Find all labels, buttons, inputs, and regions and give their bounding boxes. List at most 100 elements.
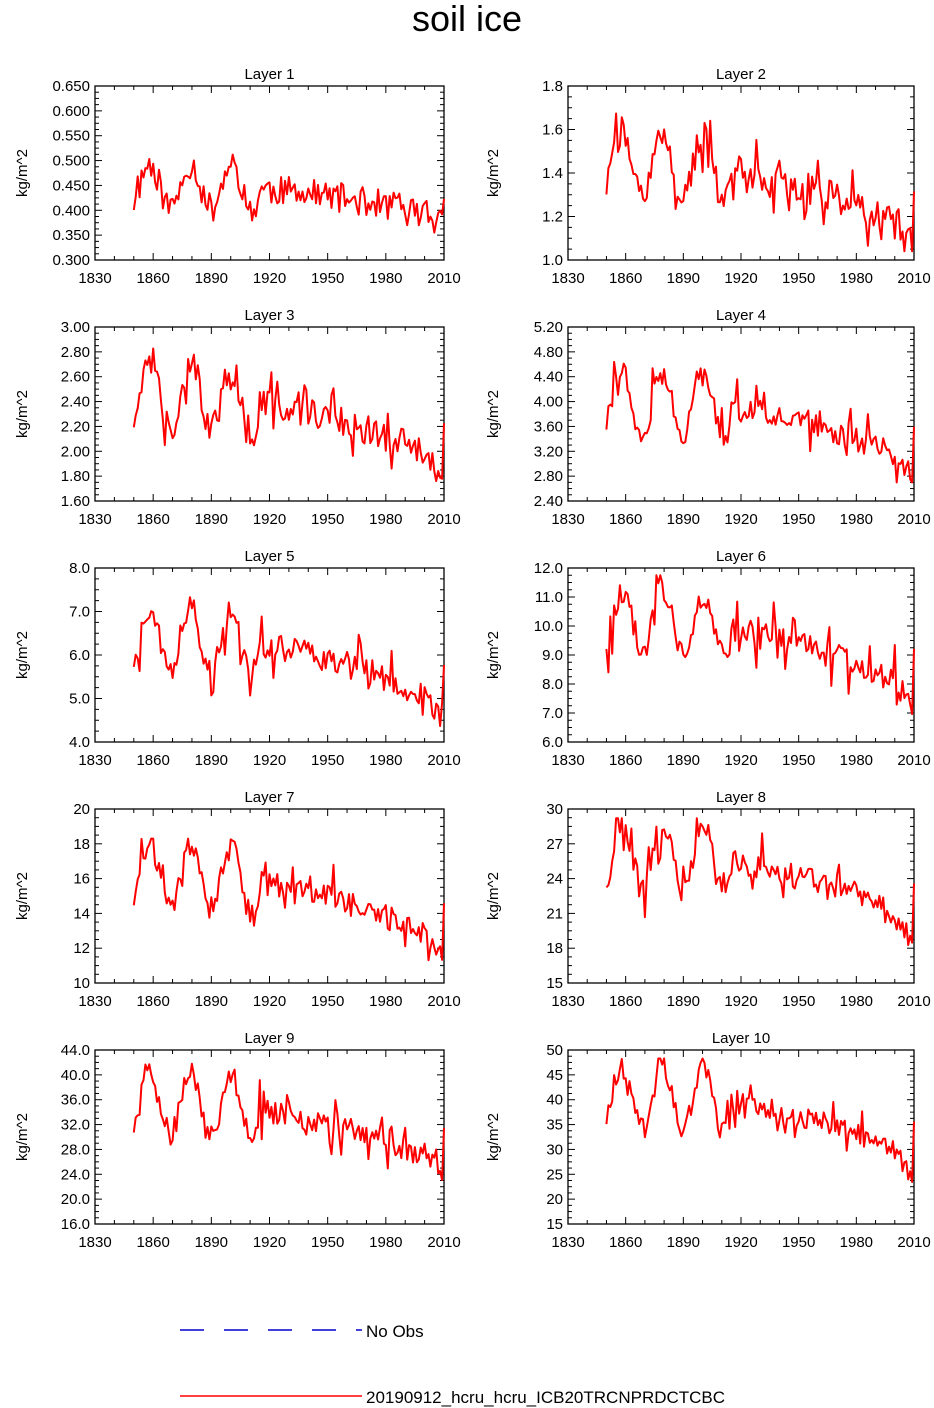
- y-tick-label: 1.60: [61, 493, 90, 510]
- x-tick-label: 2010: [427, 270, 460, 287]
- chart-panel-9: Layer 9 1830 1860 1890 1920 1950 1980 2010 16.0 2…: [14, 1030, 461, 1251]
- x-tick-label: 1890: [195, 752, 228, 769]
- y-tick-label: 0.450: [52, 177, 90, 194]
- y-tick-label: 1.2: [542, 209, 563, 226]
- series-line-model: [132, 596, 445, 727]
- x-tick-label: 1950: [782, 752, 815, 769]
- y-tick-label: 4.80: [534, 344, 563, 361]
- x-tick-label: 1830: [551, 511, 584, 528]
- x-tick-label: 1920: [724, 511, 757, 528]
- y-tick-label: 4.00: [534, 394, 563, 411]
- y-tick-label: 3.00: [61, 319, 90, 336]
- x-tick-label: 1920: [253, 270, 286, 287]
- plot-frame: [94, 326, 445, 502]
- panel-title: Layer 2: [716, 66, 766, 83]
- x-tick-label: 1980: [840, 511, 873, 528]
- y-tick-label: 50: [546, 1042, 563, 1059]
- y-tick-label: 15: [546, 1216, 563, 1233]
- x-tick-label: 1860: [136, 752, 169, 769]
- y-tick-label: 2.80: [61, 344, 90, 361]
- series-line-model: [132, 837, 445, 962]
- y-tick-label: 0.400: [52, 202, 90, 219]
- series-line-model: [132, 1062, 445, 1181]
- y-axis-label: kg/m^2: [485, 631, 502, 679]
- x-tick-label: 1830: [78, 993, 111, 1010]
- x-tick-label: 1830: [551, 752, 584, 769]
- x-tick-label: 1860: [609, 993, 642, 1010]
- x-tick-label: 1860: [609, 270, 642, 287]
- x-tick-label: 1950: [311, 270, 344, 287]
- chart-panel-1: Layer 1 1830 1860 1890 1920 1950 1980 2010 0.300…: [14, 66, 461, 287]
- x-tick-label: 1890: [667, 270, 700, 287]
- x-tick-label: 1860: [609, 511, 642, 528]
- y-tick-label: 8.0: [69, 560, 90, 577]
- x-tick-label: 2010: [897, 270, 930, 287]
- x-tick-label: 1950: [311, 511, 344, 528]
- y-tick-label: 36.0: [61, 1092, 90, 1109]
- x-tick-label: 1980: [840, 1234, 873, 1251]
- y-tick-label: 12.0: [534, 560, 563, 577]
- chart-panel-7: Layer 7 1830 1860 1890 1920 1950 1980 2010 10 12 1…: [14, 789, 461, 1010]
- y-tick-label: 27: [546, 836, 563, 853]
- panel-title: Layer 8: [716, 789, 766, 806]
- y-tick-label: 0.650: [52, 78, 90, 95]
- y-tick-label: 30: [546, 1141, 563, 1158]
- chart-panel-6: Layer 6 1830 1860 1890 1920 1950 1980 2010 6.0 7.…: [485, 548, 931, 769]
- legend-obs-label: No Obs: [366, 1322, 424, 1341]
- legend-model-label: 20190912_hcru_hcru_ICB20TRCNPRDCTCBC: [366, 1388, 726, 1407]
- plot-frame: [567, 326, 915, 502]
- y-tick-label: 2.40: [534, 493, 563, 510]
- x-tick-label: 1980: [840, 752, 873, 769]
- x-tick-label: 1980: [369, 270, 402, 287]
- panel-title: Layer 3: [244, 307, 294, 324]
- y-tick-label: 9.0: [542, 647, 563, 664]
- chart-panel-3: Layer 3 1830 1860 1890 1920 1950 1980 2010 1.60 1…: [14, 307, 461, 528]
- y-tick-label: 20.0: [61, 1191, 90, 1208]
- y-tick-label: 1.0: [542, 252, 563, 269]
- legend-model-line: [180, 1395, 362, 1397]
- y-tick-label: 35: [546, 1117, 563, 1134]
- series-line-model: [605, 1057, 915, 1183]
- y-tick-label: 24: [546, 871, 563, 888]
- y-tick-label: 30: [546, 801, 563, 818]
- x-tick-label: 2010: [427, 752, 460, 769]
- y-axis-label: kg/m^2: [485, 149, 502, 197]
- plot-frame: [567, 85, 915, 261]
- x-tick-label: 1920: [724, 993, 757, 1010]
- y-tick-label: 40: [546, 1092, 563, 1109]
- x-tick-label: 1830: [78, 270, 111, 287]
- x-tick-label: 1830: [78, 511, 111, 528]
- page-title: soil ice: [411, 0, 523, 39]
- y-tick-label: 0.500: [52, 153, 90, 170]
- y-tick-label: 2.40: [61, 394, 90, 411]
- y-tick-label: 25: [546, 1166, 563, 1183]
- y-tick-label: 0.550: [52, 128, 90, 145]
- y-tick-label: 1.8: [542, 78, 563, 95]
- series-line-model: [605, 817, 915, 946]
- y-axis-label: kg/m^2: [485, 872, 502, 920]
- chart-panel-5: Layer 5 1830 1860 1890 1920 1950 1980 2010 4.0 5.…: [14, 548, 461, 769]
- y-axis-label: kg/m^2: [14, 390, 31, 438]
- x-tick-label: 2010: [427, 1234, 460, 1251]
- x-tick-label: 1950: [782, 511, 815, 528]
- x-tick-label: 1950: [311, 993, 344, 1010]
- y-axis-label: kg/m^2: [14, 149, 31, 197]
- y-tick-label: 14: [73, 905, 90, 922]
- plot-frame: [567, 808, 915, 984]
- y-tick-label: 44.0: [61, 1042, 90, 1059]
- x-tick-label: 1950: [782, 993, 815, 1010]
- x-tick-label: 1920: [724, 1234, 757, 1251]
- x-tick-label: 1920: [253, 1234, 286, 1251]
- x-tick-label: 1920: [724, 270, 757, 287]
- x-tick-label: 1980: [369, 752, 402, 769]
- y-tick-label: 18: [73, 836, 90, 853]
- plot-frame: [94, 808, 445, 984]
- x-tick-label: 1890: [195, 270, 228, 287]
- y-tick-label: 16: [73, 871, 90, 888]
- x-tick-label: 1890: [667, 1234, 700, 1251]
- chart-panel-2: Layer 2 1830 1860 1890 1920 1950 1980 2010 1.0 1.…: [485, 66, 931, 287]
- y-tick-label: 1.4: [542, 165, 563, 182]
- x-tick-label: 1920: [253, 993, 286, 1010]
- x-tick-label: 1890: [195, 993, 228, 1010]
